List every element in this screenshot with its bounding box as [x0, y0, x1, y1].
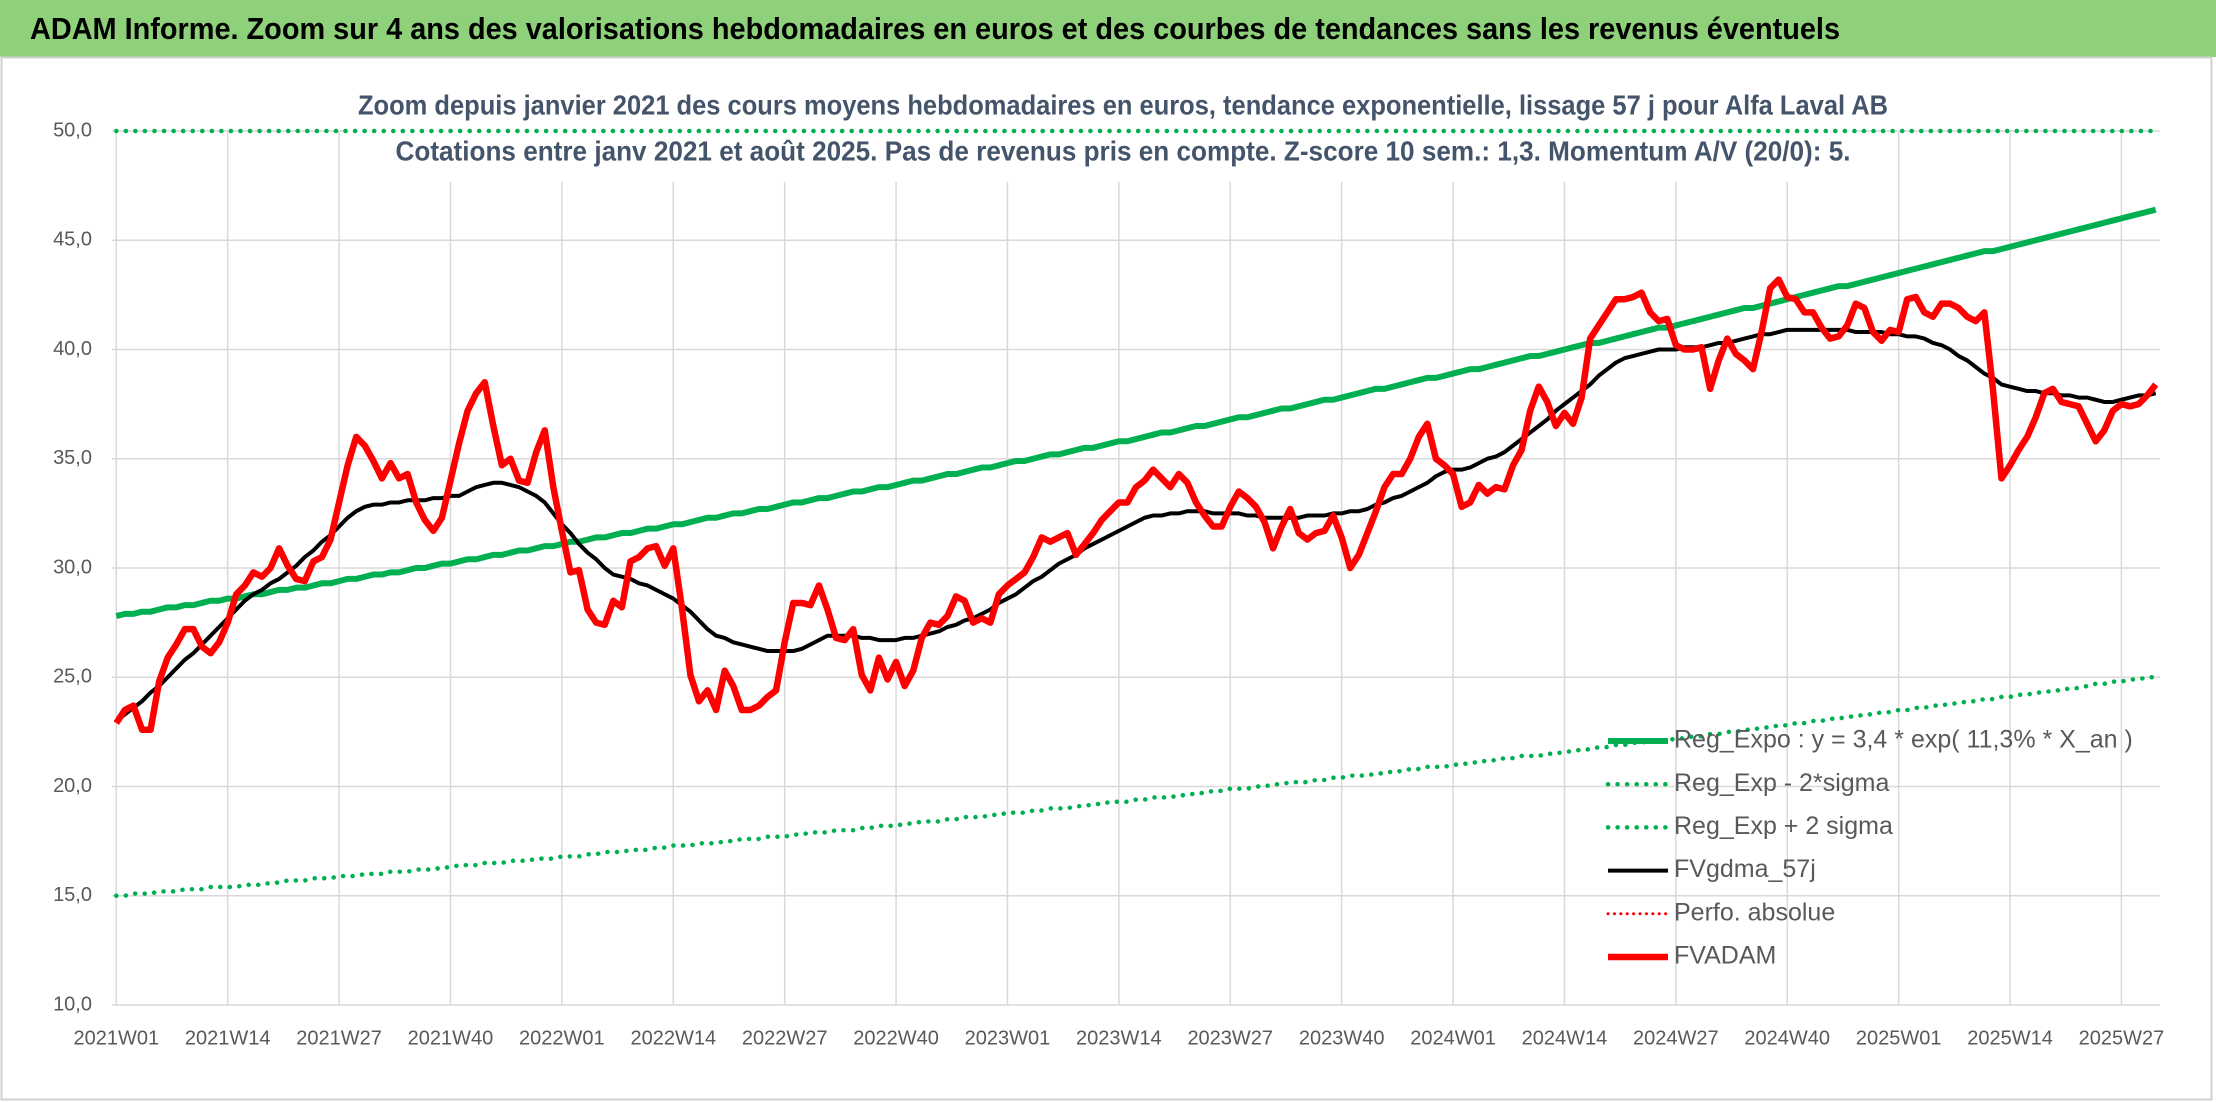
x-tick-label: 2023W14 — [1076, 1027, 1162, 1049]
series-lines — [113, 128, 2159, 898]
x-tick-label: 2025W14 — [1967, 1027, 2053, 1049]
legend-label: Perfo. absolue — [1674, 898, 1835, 926]
series-line — [114, 675, 2158, 898]
chart-title: Zoom depuis janvier 2021 des cours moyen… — [358, 89, 1888, 120]
series-line — [113, 276, 2159, 733]
x-tick-label: 2024W01 — [1410, 1027, 1496, 1049]
series-line — [115, 206, 2157, 619]
y-tick-label: 35,0 — [53, 447, 92, 469]
x-tick-label: 2022W14 — [630, 1027, 716, 1049]
x-tick-label: 2021W40 — [408, 1027, 494, 1049]
legend-label: Reg_Exp - 2*sigma — [1674, 769, 1889, 797]
chart-frame — [0, 56, 2213, 1101]
y-tick-label: 15,0 — [53, 884, 92, 906]
series-line — [115, 327, 2157, 723]
x-tick-label: 2023W40 — [1299, 1027, 1385, 1049]
legend-label: Reg_Expo : y = 3,4 * exp( 11,3% * X_an ) — [1674, 726, 2133, 754]
x-tick-label: 2025W01 — [1856, 1027, 1942, 1049]
y-tick-label: 45,0 — [53, 229, 92, 251]
y-tick-label: 25,0 — [53, 666, 92, 688]
x-tick-label: 2023W01 — [965, 1027, 1051, 1049]
x-tick-label: 2024W14 — [1522, 1027, 1608, 1049]
x-tick-label: 2021W14 — [185, 1027, 271, 1049]
y-tick-label: 50,0 — [53, 119, 92, 141]
x-tick-label: 2024W40 — [1744, 1027, 1830, 1049]
page-title: ADAM Informe. Zoom sur 4 ans des valoris… — [30, 11, 1840, 46]
x-tick-label: 2021W27 — [296, 1027, 382, 1049]
x-tick-label: 2022W01 — [519, 1027, 605, 1049]
chart-subtitle: Cotations entre janv 2021 et août 2025. … — [396, 135, 1851, 166]
y-tick-label: 40,0 — [53, 338, 92, 360]
x-tick-label: 2023W27 — [1187, 1027, 1273, 1049]
legend-label: Reg_Exp + 2 sigma — [1674, 812, 1893, 840]
x-tick-label: 2024W27 — [1633, 1027, 1719, 1049]
x-tick-label: 2022W40 — [853, 1027, 939, 1049]
legend-label: FVADAM — [1674, 942, 1776, 970]
y-tick-label: 30,0 — [53, 556, 92, 578]
y-tick-label: 10,0 — [53, 993, 92, 1015]
legend: Reg_Expo : y = 3,4 * exp( 11,3% * X_an )… — [1605, 726, 2133, 970]
y-tick-label: 20,0 — [53, 775, 92, 797]
x-tick-label: 2025W27 — [2079, 1027, 2165, 1049]
x-tick-label: 2022W27 — [742, 1027, 828, 1049]
banner — [0, 0, 2216, 57]
x-tick-label: 2021W01 — [73, 1027, 159, 1049]
legend-label: FVgdma_57j — [1674, 855, 1816, 883]
